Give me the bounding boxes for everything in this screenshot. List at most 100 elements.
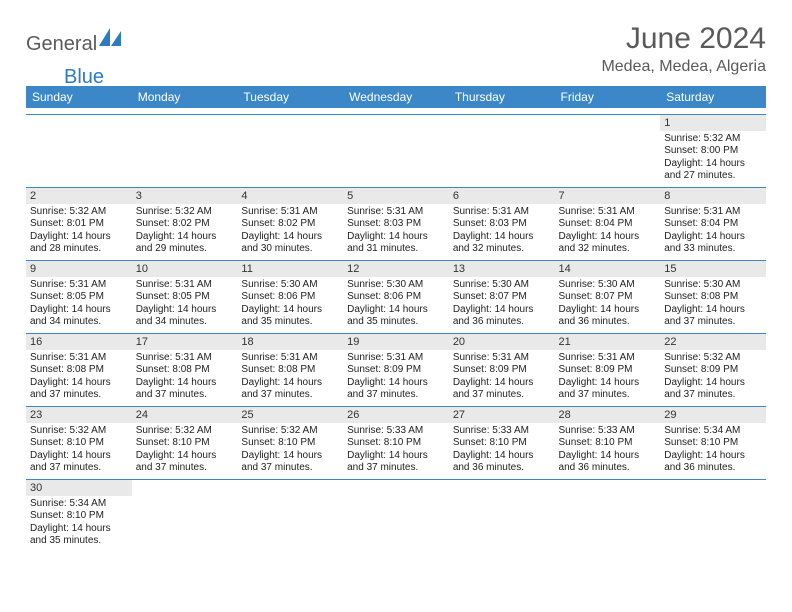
day-header: Sunday — [26, 86, 132, 108]
day-content-cell: Sunrise: 5:33 AMSunset: 8:10 PMDaylight:… — [449, 423, 555, 480]
daylight-text: Daylight: 14 hours and 37 minutes. — [241, 377, 339, 402]
daylight-text: Daylight: 14 hours and 37 minutes. — [453, 377, 551, 402]
daylight-text: Daylight: 14 hours and 37 minutes. — [664, 377, 762, 402]
calendar-table: SundayMondayTuesdayWednesdayThursdayFrid… — [26, 86, 766, 552]
daylight-text: Daylight: 14 hours and 36 minutes. — [664, 450, 762, 475]
day-content-cell: Sunrise: 5:31 AMSunset: 8:09 PMDaylight:… — [449, 350, 555, 407]
sunset-text: Sunset: 8:08 PM — [30, 364, 128, 377]
day-content-cell: Sunrise: 5:34 AMSunset: 8:10 PMDaylight:… — [660, 423, 766, 480]
sunrise-text: Sunrise: 5:32 AM — [30, 425, 128, 438]
day-content-cell: Sunrise: 5:32 AMSunset: 8:10 PMDaylight:… — [132, 423, 238, 480]
sunset-text: Sunset: 8:10 PM — [30, 510, 128, 523]
day-content-cell: Sunrise: 5:32 AMSunset: 8:00 PMDaylight:… — [660, 131, 766, 188]
day-header-row: SundayMondayTuesdayWednesdayThursdayFrid… — [26, 86, 766, 108]
day-content-cell: Sunrise: 5:31 AMSunset: 8:04 PMDaylight:… — [660, 204, 766, 261]
day-header: Monday — [132, 86, 238, 108]
day-content-cell — [26, 131, 132, 188]
header: General June 2024 Medea, Medea, Algeria — [26, 22, 766, 76]
day-header: Wednesday — [343, 86, 449, 108]
day-number-cell: 12 — [343, 260, 449, 277]
day-content-cell: Sunrise: 5:32 AMSunset: 8:10 PMDaylight:… — [237, 423, 343, 480]
day-content-cell: Sunrise: 5:32 AMSunset: 8:01 PMDaylight:… — [26, 204, 132, 261]
title-block: June 2024 Medea, Medea, Algeria — [601, 22, 766, 76]
daylight-text: Daylight: 14 hours and 37 minutes. — [136, 450, 234, 475]
day-content-cell: Sunrise: 5:31 AMSunset: 8:05 PMDaylight:… — [132, 277, 238, 334]
daylight-text: Daylight: 14 hours and 37 minutes. — [30, 450, 128, 475]
sunrise-text: Sunrise: 5:30 AM — [453, 279, 551, 292]
daylight-text: Daylight: 14 hours and 28 minutes. — [30, 231, 128, 256]
day-number-cell — [449, 479, 555, 496]
daylight-text: Daylight: 14 hours and 31 minutes. — [347, 231, 445, 256]
sunset-text: Sunset: 8:07 PM — [559, 291, 657, 304]
day-number-cell: 15 — [660, 260, 766, 277]
logo-text-blue: Blue — [64, 66, 104, 89]
day-content-cell: Sunrise: 5:34 AMSunset: 8:10 PMDaylight:… — [26, 496, 132, 552]
day-number-cell — [132, 479, 238, 496]
day-number-cell: 8 — [660, 187, 766, 204]
sunrise-text: Sunrise: 5:31 AM — [664, 206, 762, 219]
day-number-cell: 21 — [555, 333, 661, 350]
day-number-cell: 16 — [26, 333, 132, 350]
day-content-cell: Sunrise: 5:31 AMSunset: 8:08 PMDaylight:… — [132, 350, 238, 407]
day-content-cell — [343, 131, 449, 188]
day-content-cell: Sunrise: 5:31 AMSunset: 8:05 PMDaylight:… — [26, 277, 132, 334]
day-content-cell — [343, 496, 449, 552]
day-number-cell: 23 — [26, 406, 132, 423]
day-content-cell: Sunrise: 5:31 AMSunset: 8:08 PMDaylight:… — [26, 350, 132, 407]
sunset-text: Sunset: 8:10 PM — [136, 437, 234, 450]
sunset-text: Sunset: 8:00 PM — [664, 145, 762, 158]
sunset-text: Sunset: 8:08 PM — [136, 364, 234, 377]
day-content-cell — [449, 496, 555, 552]
day-content-cell — [555, 131, 661, 188]
day-number-cell: 17 — [132, 333, 238, 350]
day-number-cell: 9 — [26, 260, 132, 277]
sunrise-text: Sunrise: 5:31 AM — [559, 352, 657, 365]
month-title: June 2024 — [601, 22, 766, 56]
sunrise-text: Sunrise: 5:31 AM — [453, 352, 551, 365]
daylight-text: Daylight: 14 hours and 32 minutes. — [559, 231, 657, 256]
sunset-text: Sunset: 8:06 PM — [241, 291, 339, 304]
sunrise-text: Sunrise: 5:32 AM — [136, 206, 234, 219]
sunset-text: Sunset: 8:09 PM — [664, 364, 762, 377]
sunset-text: Sunset: 8:02 PM — [136, 218, 234, 231]
day-content-cell — [132, 131, 238, 188]
sunset-text: Sunset: 8:09 PM — [347, 364, 445, 377]
daylight-text: Daylight: 14 hours and 34 minutes. — [30, 304, 128, 329]
sunrise-text: Sunrise: 5:30 AM — [347, 279, 445, 292]
sunrise-text: Sunrise: 5:31 AM — [241, 352, 339, 365]
day-content-cell — [132, 496, 238, 552]
logo: General — [26, 28, 121, 60]
day-number-cell: 11 — [237, 260, 343, 277]
sunset-text: Sunset: 8:02 PM — [241, 218, 339, 231]
day-number-cell: 4 — [237, 187, 343, 204]
sunset-text: Sunset: 8:05 PM — [136, 291, 234, 304]
sunrise-text: Sunrise: 5:33 AM — [347, 425, 445, 438]
day-content-cell — [449, 131, 555, 188]
daylight-text: Daylight: 14 hours and 37 minutes. — [347, 377, 445, 402]
day-content-cell: Sunrise: 5:32 AMSunset: 8:10 PMDaylight:… — [26, 423, 132, 480]
sunset-text: Sunset: 8:05 PM — [30, 291, 128, 304]
day-number-cell: 22 — [660, 333, 766, 350]
daylight-text: Daylight: 14 hours and 27 minutes. — [664, 158, 762, 183]
day-number-cell — [555, 114, 661, 131]
day-content-cell: Sunrise: 5:31 AMSunset: 8:03 PMDaylight:… — [449, 204, 555, 261]
sunset-text: Sunset: 8:07 PM — [453, 291, 551, 304]
day-number-cell: 6 — [449, 187, 555, 204]
day-number-cell — [449, 114, 555, 131]
day-header: Thursday — [449, 86, 555, 108]
day-number-cell: 3 — [132, 187, 238, 204]
day-content-cell: Sunrise: 5:30 AMSunset: 8:07 PMDaylight:… — [555, 277, 661, 334]
daylight-text: Daylight: 14 hours and 37 minutes. — [559, 377, 657, 402]
sunrise-text: Sunrise: 5:30 AM — [241, 279, 339, 292]
daylight-text: Daylight: 14 hours and 37 minutes. — [30, 377, 128, 402]
sunset-text: Sunset: 8:10 PM — [453, 437, 551, 450]
sunrise-text: Sunrise: 5:33 AM — [559, 425, 657, 438]
sunrise-text: Sunrise: 5:31 AM — [453, 206, 551, 219]
daylight-text: Daylight: 14 hours and 37 minutes. — [347, 450, 445, 475]
day-number-cell: 7 — [555, 187, 661, 204]
sunrise-text: Sunrise: 5:34 AM — [30, 498, 128, 511]
day-content-cell: Sunrise: 5:32 AMSunset: 8:02 PMDaylight:… — [132, 204, 238, 261]
sunset-text: Sunset: 8:03 PM — [347, 218, 445, 231]
sunset-text: Sunset: 8:03 PM — [453, 218, 551, 231]
sunrise-text: Sunrise: 5:31 AM — [347, 352, 445, 365]
